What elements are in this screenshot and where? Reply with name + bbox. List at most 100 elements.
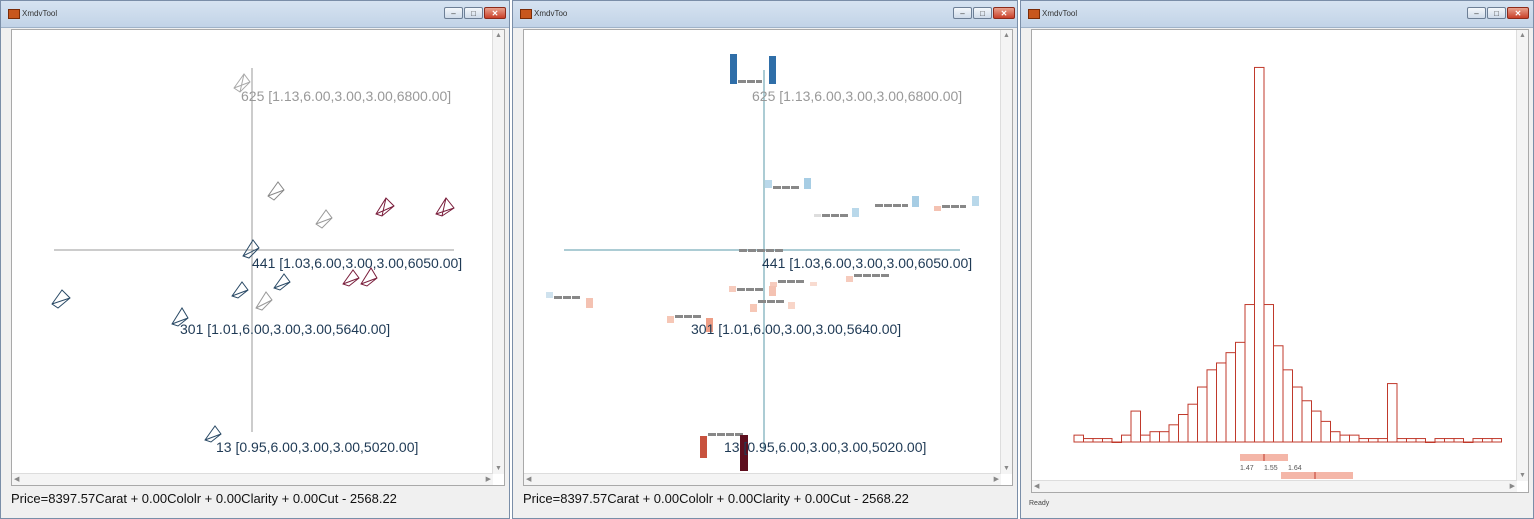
histogram-bar[interactable] (1377, 438, 1388, 443)
histogram-bar[interactable] (1244, 304, 1255, 443)
histogram-bar[interactable] (1358, 438, 1369, 443)
scroll-down-icon[interactable]: ▼ (495, 465, 502, 472)
glyph-j[interactable] (51, 289, 71, 309)
bar-glyph-f[interactable] (770, 280, 817, 287)
scroll-left-icon[interactable]: ◀ (526, 476, 532, 483)
glyph-canvas[interactable]: 625 [1.13,6.00,3.00,3.00,6800.00] 441 [1… (11, 29, 505, 486)
histogram-bar[interactable] (1349, 434, 1360, 443)
bar-glyph-plot[interactable]: 625 [1.13,6.00,3.00,3.00,6800.00] 441 [1… (524, 30, 1012, 485)
glyph-e[interactable] (342, 269, 360, 287)
histogram-bar[interactable] (1263, 304, 1274, 443)
histogram-bar[interactable] (1482, 438, 1493, 443)
scroll-down-icon[interactable]: ▼ (1519, 472, 1526, 479)
close-button[interactable]: ✕ (993, 7, 1015, 19)
histogram-bar[interactable] (1149, 431, 1160, 443)
histogram-bar[interactable] (1206, 369, 1217, 443)
histogram-bar[interactable] (1092, 438, 1103, 443)
histogram-bar[interactable] (1273, 345, 1284, 443)
histogram-bar[interactable] (1491, 438, 1502, 443)
maximize-button[interactable]: □ (1487, 7, 1506, 19)
scroll-left-icon[interactable]: ◀ (14, 476, 20, 483)
histogram-bar[interactable] (1368, 438, 1379, 443)
maximize-button[interactable]: □ (464, 7, 483, 19)
glyph-g[interactable] (273, 273, 291, 291)
title-bar[interactable]: XmdvTool – □ ✕ (1021, 1, 1533, 28)
glyph-f[interactable] (360, 267, 378, 287)
bar-glyph-13[interactable] (700, 433, 748, 471)
bar-glyph-g[interactable] (729, 286, 776, 296)
glyph-a[interactable] (267, 181, 285, 201)
glyph-plot[interactable]: 625 [1.13,6.00,3.00,3.00,6800.00] 441 [1… (12, 30, 504, 485)
histogram-bar[interactable] (1235, 341, 1246, 443)
histogram-bar[interactable] (1444, 438, 1455, 443)
maximize-button[interactable]: □ (973, 7, 992, 19)
minimize-button[interactable]: – (953, 7, 972, 19)
bar-glyph-canvas[interactable]: 625 [1.13,6.00,3.00,3.00,6800.00] 441 [1… (523, 29, 1013, 486)
horizontal-scrollbar[interactable]: ◀ ▶ (12, 473, 493, 485)
histogram-bar[interactable] (1073, 434, 1084, 443)
histogram-bar[interactable] (1121, 434, 1132, 443)
histogram-bar[interactable] (1311, 410, 1322, 443)
histogram-bar[interactable] (1111, 441, 1122, 443)
histogram-bar[interactable] (1282, 369, 1293, 443)
title-bar[interactable]: XmdvToo – □ ✕ (513, 1, 1017, 28)
bar-glyph-d[interactable] (934, 196, 979, 211)
brush-range-2[interactable] (1281, 472, 1353, 479)
vertical-scrollbar[interactable]: ▲ ▼ (1516, 30, 1528, 481)
histogram-bar[interactable] (1168, 424, 1179, 443)
horizontal-scrollbar[interactable]: ◀ ▶ (524, 473, 1001, 485)
close-button[interactable]: ✕ (1507, 7, 1529, 19)
histogram-bar[interactable] (1415, 438, 1426, 443)
title-bar[interactable]: XmdvTool – □ ✕ (1, 1, 509, 28)
scroll-down-icon[interactable]: ▼ (1003, 465, 1010, 472)
histogram-bar[interactable] (1159, 431, 1170, 443)
histogram-bar[interactable] (1197, 386, 1208, 443)
bar-glyph-e[interactable] (846, 274, 889, 282)
histogram-canvas[interactable]: 1.47 1.55 1.64 ▲ ▼ ◀ ▶ (1031, 29, 1529, 493)
scroll-up-icon[interactable]: ▲ (1519, 32, 1526, 39)
glyph-h[interactable] (231, 281, 249, 299)
bar-glyph-441[interactable] (739, 249, 783, 252)
histogram-bar[interactable] (1301, 400, 1312, 443)
histogram-bar[interactable] (1216, 362, 1227, 443)
histogram-bar[interactable] (1463, 441, 1474, 443)
histogram-bar[interactable] (1140, 434, 1151, 443)
histogram-plot[interactable]: 1.47 1.55 1.64 (1032, 30, 1528, 492)
histogram-bar[interactable] (1425, 441, 1436, 443)
bar-glyph-h[interactable] (750, 300, 795, 312)
histogram-bar[interactable] (1292, 386, 1303, 443)
histogram-bar[interactable] (1396, 438, 1407, 443)
glyph-625[interactable] (233, 73, 251, 93)
histogram-bar[interactable] (1254, 66, 1265, 443)
histogram-bar[interactable] (1387, 383, 1398, 443)
vertical-scrollbar[interactable]: ▲ ▼ (492, 30, 504, 474)
scroll-right-icon[interactable]: ▶ (485, 476, 491, 483)
histogram-bar[interactable] (1320, 420, 1331, 443)
histogram-bar[interactable] (1406, 438, 1417, 443)
glyph-13[interactable] (204, 425, 222, 443)
glyph-i[interactable] (255, 291, 273, 311)
histogram-bar[interactable] (1434, 438, 1445, 443)
bar-glyph-b[interactable] (814, 208, 859, 217)
histogram-bar[interactable] (1453, 438, 1464, 443)
horizontal-scrollbar[interactable]: ◀ ▶ (1032, 480, 1517, 492)
glyph-c[interactable] (375, 197, 395, 217)
histogram-bar[interactable] (1102, 438, 1113, 443)
histogram-bar[interactable] (1178, 414, 1189, 443)
bar-glyph-a[interactable] (765, 178, 811, 189)
scroll-up-icon[interactable]: ▲ (1003, 32, 1010, 39)
histogram-bar[interactable] (1330, 431, 1341, 443)
close-button[interactable]: ✕ (484, 7, 506, 19)
minimize-button[interactable]: – (1467, 7, 1486, 19)
scroll-left-icon[interactable]: ◀ (1034, 483, 1040, 490)
scroll-right-icon[interactable]: ▶ (1509, 483, 1515, 490)
bar-glyph-c[interactable] (875, 196, 919, 207)
bar-glyph-i[interactable] (546, 292, 593, 308)
glyph-d[interactable] (435, 197, 455, 217)
minimize-button[interactable]: – (444, 7, 463, 19)
histogram-bar[interactable] (1225, 352, 1236, 443)
glyph-b[interactable] (315, 209, 333, 229)
histogram-bar[interactable] (1083, 438, 1094, 443)
bar-glyph-625[interactable] (730, 54, 776, 84)
vertical-scrollbar[interactable]: ▲ ▼ (1000, 30, 1012, 474)
